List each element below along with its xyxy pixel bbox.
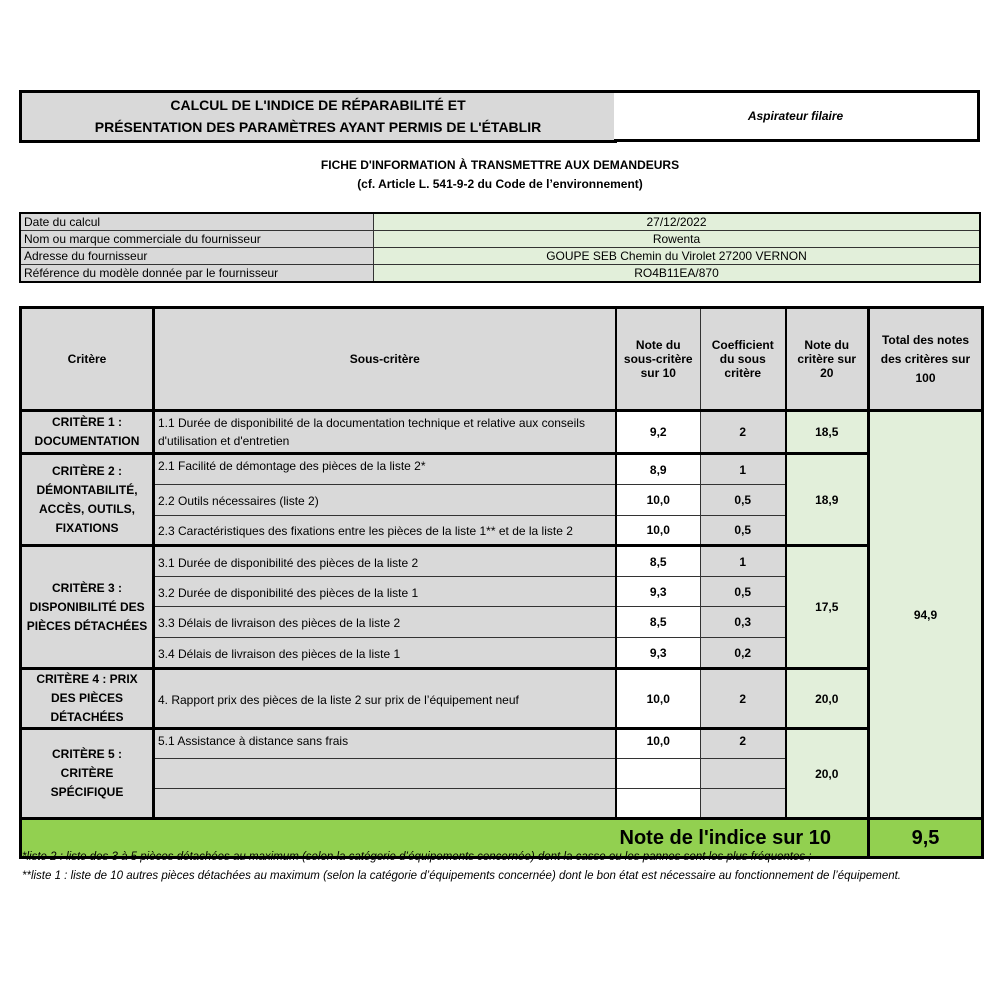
criterion-score: 20,0 [784,727,869,819]
info-value: RO4B11EA/870 [373,264,981,283]
table-row: 3.3 Délais de livraison des pièces de la… [21,606,983,638]
info-row: Nom ou marque commerciale du fournisseur… [19,230,981,248]
total-score: 94,9 [867,410,983,819]
title-line-2: PRÉSENTATION DES PARAMÈTRES AYANT PERMIS… [94,119,542,135]
subtitle-line-1: FICHE D'INFORMATION À TRANSMETTRE AUX DE… [320,158,680,172]
subcriterion-label: 5.1 Assistance à distance sans frais [153,727,616,759]
header-note20: Note du critère sur 20 [784,307,869,412]
subcriterion-note: 9,3 [614,576,701,607]
subcriterion-note: 9,3 [614,637,701,669]
subcriterion-note: 10,0 [614,727,701,759]
header-row: Critère Sous-critère Note du sous-critèr… [20,307,983,412]
info-row: Référence du modèle donnée par le fourni… [19,264,981,283]
criterion-score: 17,5 [784,544,869,669]
subcriterion-label [153,758,616,789]
subcriterion-coef: 0,3 [700,606,786,638]
subcriterion-note: 8,5 [614,544,701,577]
header-coef: Coefficient du sous critère [700,307,786,412]
score-table: Critère Sous-critère Note du sous-critèr… [19,306,984,859]
subcriterion-note[interactable] [614,788,701,819]
final-row: Note de l'indice sur 10 9,5 [20,817,983,858]
info-value: GOUPE SEB Chemin du Virolet 27200 VERNON [373,247,981,265]
subcriterion-note[interactable] [614,758,701,789]
table-row: 2.2 Outils nécessaires (liste 2) 10,0 0,… [21,484,983,516]
table-row: CRITÈRE 5 : CRITÈRE SPÉCIFIQUE 5.1 Assis… [20,727,983,819]
table-row [21,788,983,819]
subcriterion-coef: 0,5 [700,576,786,607]
subcriterion-label: 3.3 Délais de livraison des pièces de la… [153,606,616,638]
subcriterion-label: 3.1 Durée de disponibilité des pièces de… [153,544,616,577]
subcriterion-coef: 0,5 [700,515,786,546]
table-row: CRITÈRE 4 : PRIX DES PIÈCES DÉTACHÉES 4.… [20,667,983,729]
header-total: Total des notes des critères sur 100 [867,307,983,412]
title-line-1: CALCUL DE L'INDICE DE RÉPARABILITÉ ET [170,97,466,113]
table-row: CRITÈRE 1 : DOCUMENTATION 1.1 Durée de d… [20,410,983,819]
subcriterion-coef [700,758,786,789]
table-row: 3.4 Délais de livraison des pièces de la… [21,637,983,669]
header-note10: Note du sous-critère sur 10 [614,307,701,412]
subcriterion-note: 8,5 [614,606,701,638]
subcriterion-label [153,788,616,819]
criterion-label: CRITÈRE 4 : PRIX DES PIÈCES DÉTACHÉES [20,667,155,729]
product-type: Aspirateur filaire [614,90,980,142]
footnotes: *liste 2 : liste des 3 à 5 pièces détach… [22,848,972,886]
info-value: 27/12/2022 [373,212,981,231]
info-label: Adresse du fournisseur [19,247,374,265]
table-row: CRITÈRE 3 : DISPONIBILITÉ DES PIÈCES DÉT… [20,544,983,669]
table-row: 3.2 Durée de disponibilité des pièces de… [21,576,983,607]
info-label: Nom ou marque commerciale du fournisseur [19,230,374,248]
subcriterion-label: 2.3 Caractéristiques des fixations entre… [153,515,616,546]
info-label: Date du calcul [19,212,374,231]
subcriterion-note: 10,0 [614,484,701,516]
info-row: Adresse du fournisseur GOUPE SEB Chemin d… [19,247,981,265]
page-title: CALCUL DE L'INDICE DE RÉPARABILITÉ ET PR… [19,90,617,143]
subcriterion-coef: 0,2 [700,637,786,669]
subcriterion-label: 1.1 Durée de disponibilité de la documen… [153,410,616,454]
info-value: Rowenta [373,230,981,248]
subcriterion-coef: 2 [700,410,786,454]
criterion-score: 18,5 [784,410,869,454]
subcriterion-label: 3.2 Durée de disponibilité des pièces de… [153,576,616,607]
table-row: CRITÈRE 2 : DÉMONTABILITÉ, ACCÈS, OUTILS… [20,452,983,546]
subcriterion-note: 9,2 [614,410,701,454]
subcriterion-label: 3.4 Délais de livraison des pièces de la… [153,637,616,669]
subcriterion-note: 8,9 [614,452,701,485]
subcriterion-coef [700,788,786,819]
criterion-label: CRITÈRE 3 : DISPONIBILITÉ DES PIÈCES DÉT… [20,544,155,669]
table-row: 2.3 Caractéristiques des fixations entre… [21,515,983,546]
subcriterion-note: 10,0 [614,667,701,729]
criterion-label: CRITÈRE 2 : DÉMONTABILITÉ, ACCÈS, OUTILS… [20,452,155,546]
subcriterion-coef: 2 [700,727,786,759]
subcriterion-label: 2.1 Facilité de démontage des pièces de … [153,452,616,485]
header-critere: Critère [20,307,155,412]
subtitle: FICHE D'INFORMATION À TRANSMETTRE AUX DE… [19,156,981,194]
final-score-value: 9,5 [867,817,983,858]
info-label: Référence du modèle donnée par le fourni… [19,264,374,283]
subcriterion-coef: 2 [700,667,786,729]
header-sous-critere: Sous-critère [153,307,616,412]
subcriterion-label: 2.2 Outils nécessaires (liste 2) [153,484,616,516]
final-score-label: Note de l'indice sur 10 [20,817,869,858]
criterion-score: 20,0 [784,667,869,729]
footnote-liste-1: **liste 1 : liste de 10 autres pièces dé… [22,870,901,882]
subcriterion-coef: 0,5 [700,484,786,516]
subtitle-line-2: (cf. Article L. 541-9-2 du Code de l’env… [357,177,643,191]
criterion-label: CRITÈRE 1 : DOCUMENTATION [20,410,155,454]
footnote-liste-2: *liste 2 : liste des 3 à 5 pièces détach… [22,851,812,863]
info-table: Date du calcul 27/12/2022 Nom ou marque c… [19,212,981,283]
subcriterion-note: 10,0 [614,515,701,546]
table-row [21,758,983,789]
subcriterion-label: 4. Rapport prix des pièces de la liste 2… [153,667,616,729]
subcriterion-coef: 1 [700,452,786,485]
subcriterion-coef: 1 [700,544,786,577]
info-row: Date du calcul 27/12/2022 [19,212,981,231]
criterion-label: CRITÈRE 5 : CRITÈRE SPÉCIFIQUE [20,727,155,819]
criterion-score: 18,9 [784,452,869,546]
